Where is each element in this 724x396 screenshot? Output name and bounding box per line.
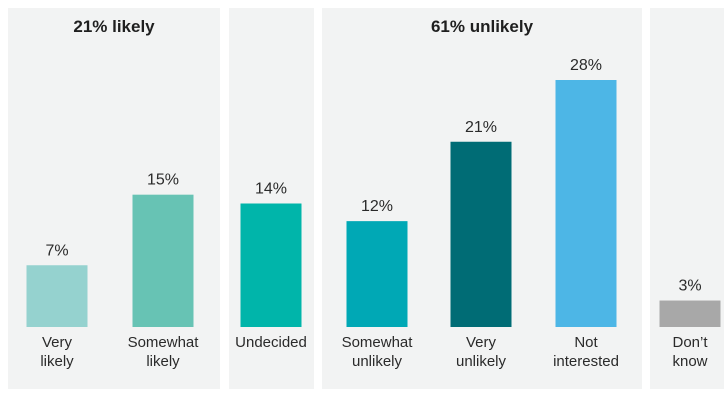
bar bbox=[555, 80, 617, 327]
data-label: 14% bbox=[255, 181, 287, 198]
data-label: 3% bbox=[678, 278, 701, 295]
category-label: Not interested bbox=[553, 334, 619, 370]
bar bbox=[659, 300, 721, 327]
category-label: Somewhat likely bbox=[128, 334, 200, 370]
category-label: Undecided bbox=[235, 334, 307, 351]
bar bbox=[346, 221, 408, 327]
bar bbox=[450, 141, 512, 327]
data-label: 21% bbox=[465, 119, 497, 136]
data-label: 7% bbox=[45, 242, 68, 259]
category-label: Don’t know bbox=[672, 334, 708, 370]
data-label: 15% bbox=[147, 172, 179, 189]
category-label: Very unlikely bbox=[456, 334, 507, 370]
category-label: Very likely bbox=[40, 334, 74, 370]
data-label: 28% bbox=[570, 57, 602, 74]
group-panel bbox=[650, 8, 724, 389]
category-label: Somewhat unlikely bbox=[342, 334, 414, 370]
group-label: 61% unlikely bbox=[431, 17, 534, 36]
data-label: 12% bbox=[361, 198, 393, 215]
group-label: 21% likely bbox=[73, 17, 155, 36]
group-panel bbox=[229, 8, 314, 389]
bar bbox=[26, 265, 88, 327]
bar bbox=[240, 203, 302, 327]
bar bbox=[132, 194, 194, 327]
